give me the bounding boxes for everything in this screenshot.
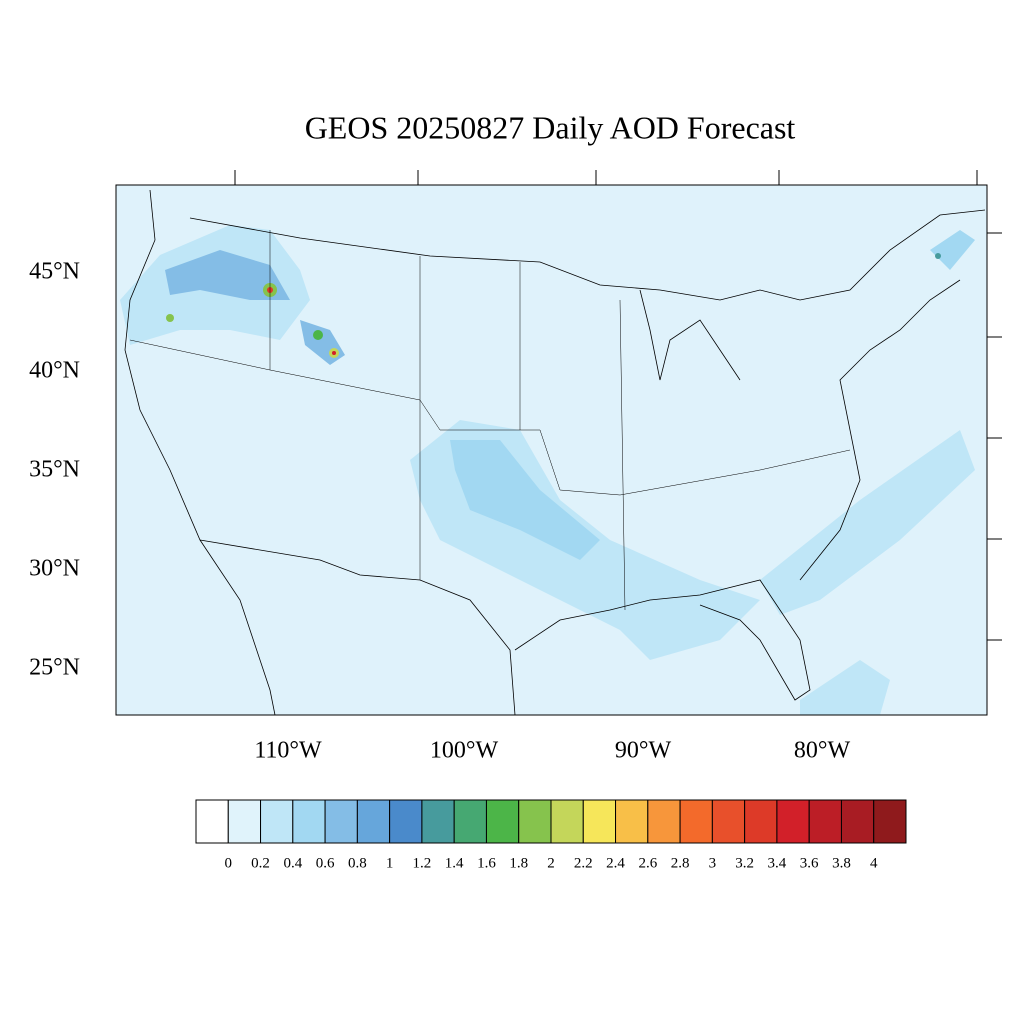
plume (165, 250, 290, 300)
colorbar-box (453, 799, 487, 844)
colorbar-label: 0.6 (316, 855, 335, 871)
colorbar-box (421, 799, 455, 844)
colorbar-box (679, 799, 713, 844)
colorbar-label: 2.6 (638, 855, 657, 871)
lat-label: 30°N (29, 556, 80, 582)
map-frame (115, 184, 988, 716)
colorbar-box (227, 799, 262, 844)
colorbar-label: 0.2 (251, 855, 270, 871)
colorbar-label: 2.4 (606, 855, 625, 871)
plume (760, 430, 975, 615)
fire-hotspot (332, 351, 336, 355)
fire-hotspot (313, 330, 323, 340)
lat-label: 45°N (29, 259, 80, 285)
plume (930, 230, 975, 270)
lon-label: 80°W (794, 738, 851, 764)
colorbar-box (356, 799, 391, 844)
colorbar-label: 0 (225, 855, 233, 871)
lon-label: 110°W (254, 738, 322, 764)
colorbar-box (485, 799, 520, 844)
fire-hotspot (935, 253, 941, 259)
colorbar-box (582, 799, 617, 844)
lon-label: 90°W (615, 738, 672, 764)
colorbar-label: 1.2 (413, 855, 432, 871)
colorbar-box (195, 799, 229, 844)
lat-label: 25°N (29, 655, 80, 681)
state-lines (129, 339, 851, 496)
colorbar-label: 3.2 (735, 855, 754, 871)
ticks (234, 170, 1002, 641)
colorbar-label: 1.8 (509, 855, 528, 871)
lat-label: 40°N (29, 358, 80, 384)
lat-label: 35°N (29, 457, 80, 483)
colorbar-label: 0.4 (283, 855, 302, 871)
border (189, 209, 986, 301)
colorbar-box (518, 799, 552, 844)
fire-hotspot (166, 314, 174, 322)
title: GEOS 20250827 Daily AOD Forecast (305, 109, 796, 145)
colorbar-label: 0.8 (348, 855, 367, 871)
colorbar-label: 4 (870, 855, 878, 871)
colorbar-label: 3.6 (800, 855, 819, 871)
colorbar-box (389, 799, 423, 844)
colorbar-box (840, 799, 875, 844)
coastline (799, 279, 961, 581)
lon-label: 100°W (430, 738, 499, 764)
plume (800, 660, 890, 715)
map-panel (115, 170, 1002, 716)
colorbar-box (615, 799, 649, 844)
colorbar-box (808, 799, 842, 844)
colorbar-label: 1.4 (445, 855, 464, 871)
colorbar-box (324, 799, 358, 844)
boundaries (124, 189, 986, 716)
colorbar-box (711, 799, 746, 844)
coastline (124, 189, 276, 716)
great-lakes (639, 289, 741, 381)
colorbar-box (647, 799, 681, 844)
colorbar-box (744, 799, 778, 844)
colorbar-label: 3.8 (832, 855, 851, 871)
colorbar-label: 2.2 (574, 855, 593, 871)
colorbar-box (550, 799, 584, 844)
plume (450, 440, 600, 560)
colorbar-label: 2.8 (671, 855, 690, 871)
colorbar-box (260, 799, 294, 844)
colorbar-box (292, 799, 326, 844)
colorbar-label: 1.6 (477, 855, 496, 871)
colorbar-box (873, 799, 907, 844)
colorbar-box (776, 799, 810, 844)
colorbar-label: 1 (386, 855, 394, 871)
colorbar-label: 3.4 (768, 855, 787, 871)
coastline (514, 579, 811, 701)
state-lines (269, 230, 626, 611)
aod-plumes (120, 225, 975, 715)
colorbar-label: 3 (709, 855, 717, 871)
colorbar-label: 2 (547, 855, 555, 871)
